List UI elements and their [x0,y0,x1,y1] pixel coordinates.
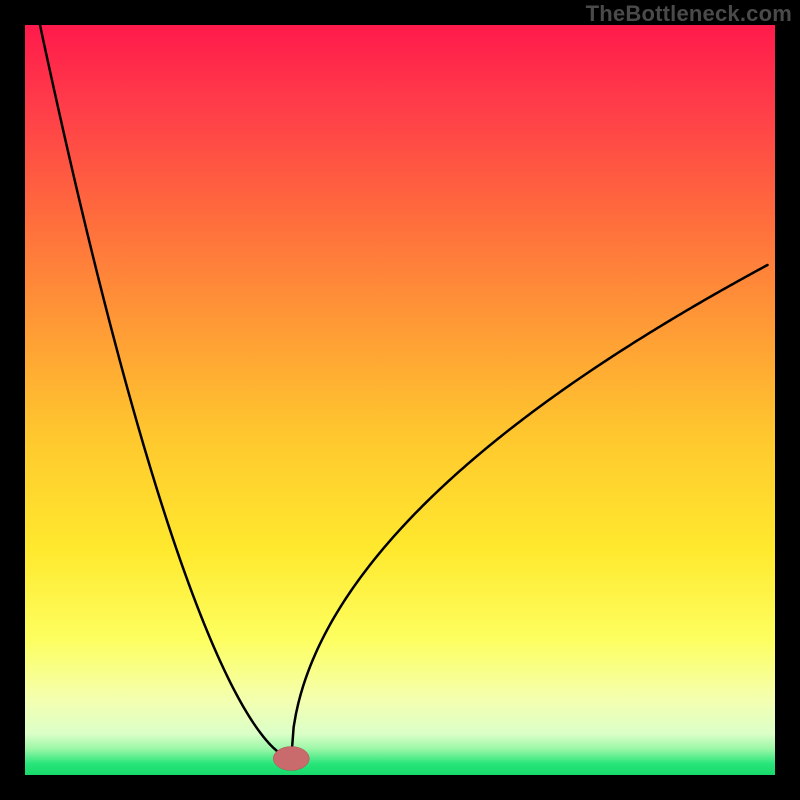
plot-background [25,25,775,775]
figure-root: TheBottleneck.com [0,0,800,800]
watermark-text: TheBottleneck.com [586,1,792,27]
bottleneck-chart [0,0,800,800]
optimal-point-marker [273,747,309,771]
